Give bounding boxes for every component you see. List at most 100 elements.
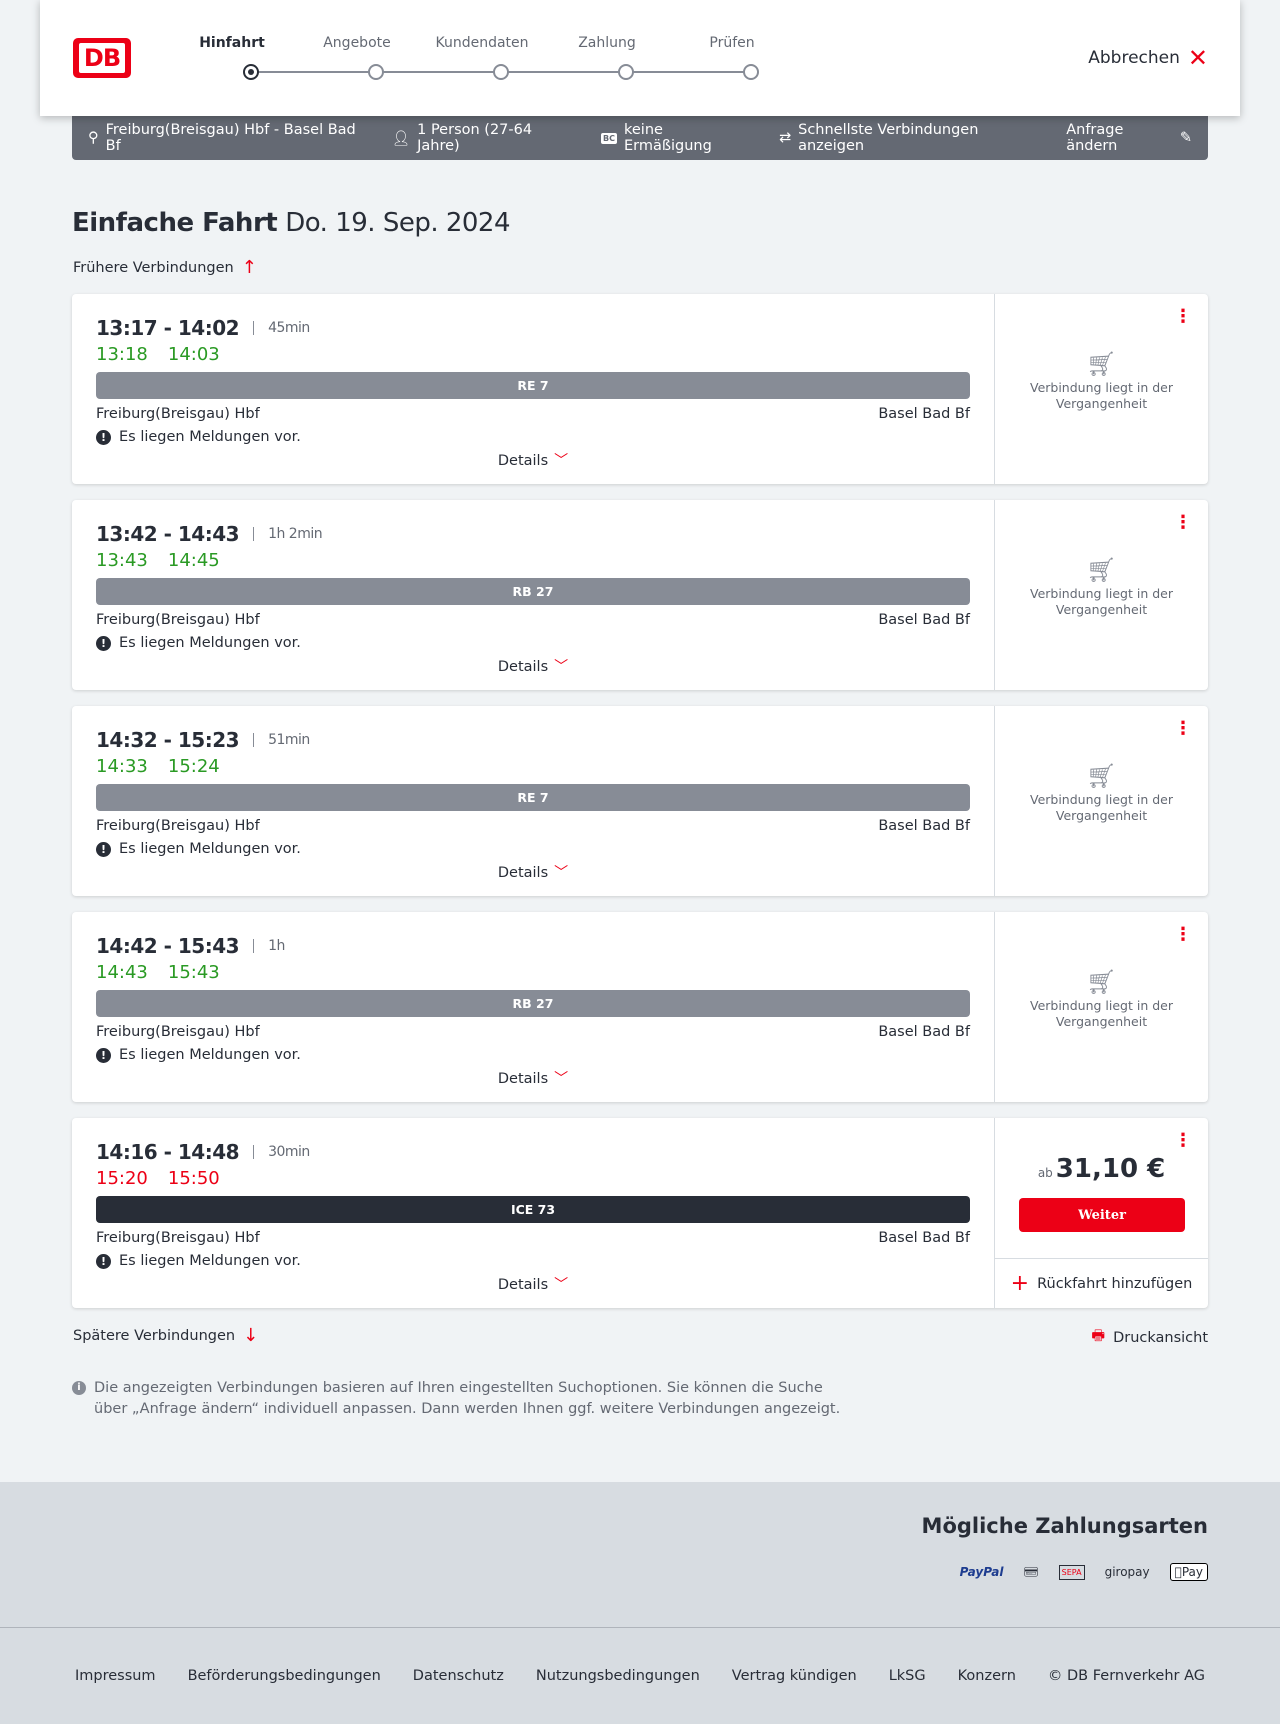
step-zahlung: Zahlung [578,35,636,51]
details-toggle[interactable]: Details ﹀ [497,1071,569,1087]
chevron-down-icon: ﹀ [554,453,569,469]
arrow-up-icon: ↑ [241,257,257,278]
more-options-icon[interactable]: ⋮ [1174,1130,1192,1151]
search-summary-bar: ⚲ Freiburg(Breisgau) Hbf - Basel Bad Bf 👤… [72,116,1208,160]
cart-unavailable-icon: 🛒︎ [1086,968,1117,996]
duration: 45min [253,321,310,335]
header: DB Hinfahrt Angebote Kundendaten Zahlung… [40,0,1240,116]
past-connection-notice: 🛒︎ Verbindung liegt in der Vergangenheit [995,968,1208,1030]
details-toggle[interactable]: Details ﹀ [497,1277,569,1293]
cancel-button[interactable]: Abbrechen ✕ [1088,44,1208,72]
offer-panel: ⋮ ab 31,10 € Weiter + Rückfahrt hinzufügen [994,1118,1208,1308]
step-dot [618,64,634,80]
apple-pay-icon: Pay [1169,1558,1208,1586]
db-logo[interactable]: DB [73,38,131,78]
chevron-down-icon: ﹀ [554,1071,569,1087]
print-view-link[interactable]: 🖶︎ Druckansicht [1091,1325,1208,1350]
connection-card: 13:42 - 14:43 1h 2min 13:43 14:45 RB 27 Fr… [72,500,1208,690]
origin-station: Freiburg(Breisgau) Hbf [96,1230,260,1246]
message: Es liegen Meldungen vor. [119,635,301,651]
payment-title: Mögliche Zahlungsarten [921,1514,1208,1538]
footer-link-nutzungsbedingungen[interactable]: Nutzungsbedingungen [535,1668,700,1684]
step-pruefen: Prüfen [709,35,755,51]
page-title: Einfache Fahrt Do. 19. Sep. 2024 [72,208,511,238]
connection-card: 14:42 - 15:43 1h 14:43 15:43 RB 27 Freibur… [72,912,1208,1102]
footer-copyright: © DB Fernverkehr AG [1047,1668,1206,1684]
realtime-times: 15:20 15:50 [96,1168,220,1189]
destination-station: Basel Bad Bf [878,1230,970,1246]
footer-link-vertrag-kuendigen[interactable]: Vertrag kündigen [731,1668,857,1684]
train-bar: RB 27 [96,990,970,1017]
message: Es liegen Meldungen vor. [119,1047,301,1063]
train-bar: RE 7 [96,784,970,811]
payment-methods-section: Mögliche Zahlungsarten PayPal 💳︎ SEPA gi… [0,1482,1280,1628]
message: Es liegen Meldungen vor. [119,429,301,445]
details-toggle[interactable]: Details ﹀ [497,865,569,881]
alert-icon: ! [96,1047,111,1063]
duration: 1h 2min [253,527,323,541]
scheduled-times: 14:42 - 15:43 [96,934,240,958]
alert-icon: ! [96,1253,111,1269]
progress-stepper: Hinfahrt Angebote Kundendaten Zahlung Pr… [185,35,759,85]
step-dot [368,64,384,80]
chevron-down-icon: ﹀ [554,865,569,881]
realtime-times: 13:43 14:45 [96,550,220,571]
duration: 51min [253,733,310,747]
alert-icon: ! [96,635,111,651]
footer-link-lksg[interactable]: LkSG [888,1668,926,1684]
realtime-times: 14:43 15:43 [96,962,220,983]
past-connection-notice: 🛒︎ Verbindung liegt in der Vergangenheit [995,764,1208,824]
cart-unavailable-icon: 🛒︎ [1086,350,1117,378]
offer-panel: ⋮ 🛒︎ Verbindung liegt in der Vergangenheit [994,706,1208,896]
more-options-icon[interactable]: ⋮ [1174,718,1192,739]
step-dot-active [243,64,259,80]
scheduled-times: 13:42 - 14:43 [96,522,240,546]
scheduled-times: 14:32 - 15:23 [96,728,240,752]
earlier-connections-link[interactable]: Frühere Verbindungen ↑ [73,257,257,278]
more-options-icon[interactable]: ⋮ [1174,512,1192,533]
duration: 1h [253,939,285,953]
later-connections-link[interactable]: Spätere Verbindungen ↓ [73,1325,259,1346]
discount-summary: BC keine Ermäßigung [601,122,712,154]
origin-station: Freiburg(Breisgau) Hbf [96,612,260,628]
footer-link-befoerderungsbedingungen[interactable]: Beförderungsbedingungen [187,1668,381,1684]
connection-card: 14:16 - 14:48 30min 15:20 15:50 ICE 73 Fre… [72,1118,1208,1308]
footer-link-impressum[interactable]: Impressum [74,1668,156,1684]
chevron-down-icon: ﹀ [554,1277,569,1293]
details-toggle[interactable]: Details ﹀ [497,453,569,469]
footer-link-konzern[interactable]: Konzern [957,1668,1016,1684]
destination-station: Basel Bad Bf [878,818,970,834]
origin-station: Freiburg(Breisgau) Hbf [96,406,260,422]
offer-panel: ⋮ 🛒︎ Verbindung liegt in der Vergangenheit [994,912,1208,1102]
footer: Impressum Beförderungsbedingungen Datens… [0,1628,1280,1724]
past-connection-notice: 🛒︎ Verbindung liegt in der Vergangenheit [995,556,1208,618]
add-return-button[interactable]: + Rückfahrt hinzufügen [995,1258,1208,1308]
duration: 30min [253,1145,310,1159]
close-icon: ✕ [1187,44,1208,72]
more-options-icon[interactable]: ⋮ [1174,924,1192,945]
step-dot [743,64,759,80]
step-kundendaten: Kundendaten [435,35,529,51]
train-bar: RE 7 [96,372,970,399]
step-angebote: Angebote [323,35,391,51]
step-hinfahrt: Hinfahrt [199,35,265,51]
offer-panel: ⋮ 🛒︎ Verbindung liegt in der Vergangenheit [994,294,1208,484]
origin-station: Freiburg(Breisgau) Hbf [96,818,260,834]
printer-icon: 🖶︎ [1091,1328,1106,1344]
message: Es liegen Meldungen vor. [119,841,301,857]
fastest-connections-toggle[interactable]: ⇄ Schnellste Verbindungen anzeigen [778,122,979,154]
realtime-times: 13:18 14:03 [96,344,220,365]
swap-icon: ⇄ [778,130,792,146]
cart-unavailable-icon: 🛒︎ [1086,556,1117,584]
route-summary: ⚲ Freiburg(Breisgau) Hbf - Basel Bad Bf [88,122,356,154]
edit-request-button[interactable]: Anfrage ändern ✎ [1066,122,1192,154]
connection-card: 14:32 - 15:23 51min 14:33 15:24 RE 7 Freib… [72,706,1208,896]
message: Es liegen Meldungen vor. [119,1253,301,1269]
pencil-icon: ✎ [1179,130,1192,146]
destination-station: Basel Bad Bf [878,406,970,422]
footer-link-datenschutz[interactable]: Datenschutz [412,1668,504,1684]
details-toggle[interactable]: Details ﹀ [497,659,569,675]
passenger-summary: 👤︎ 1 Person (27-64 Jahre) [391,122,533,154]
more-options-icon[interactable]: ⋮ [1174,306,1192,327]
continue-button[interactable]: Weiter [1019,1198,1185,1232]
